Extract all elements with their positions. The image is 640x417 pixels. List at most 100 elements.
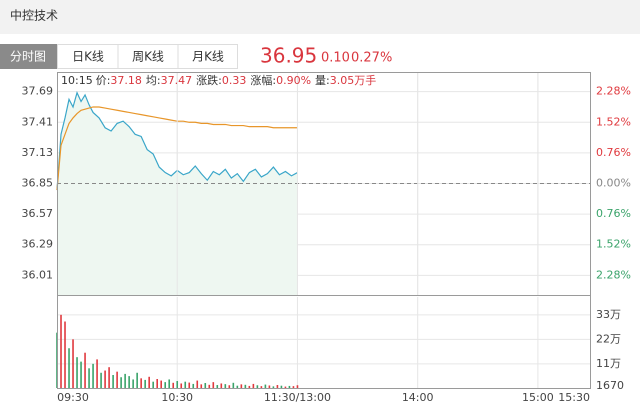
volume-bar bbox=[204, 383, 207, 388]
volume-bar bbox=[148, 376, 150, 388]
volume-bar bbox=[292, 386, 295, 388]
tab-active-bg bbox=[0, 44, 57, 69]
tab[interactable]: 日K线 bbox=[72, 50, 104, 64]
volume-bar bbox=[256, 385, 259, 388]
y2-tick-label: 1.52% bbox=[596, 115, 631, 128]
average-line bbox=[56, 106, 298, 191]
volume-bar bbox=[96, 359, 98, 388]
info-value: 3.05万手 bbox=[330, 73, 377, 87]
info-value: 0.33 bbox=[222, 74, 247, 87]
volume-bar bbox=[176, 381, 179, 388]
volume-bar bbox=[60, 314, 62, 388]
volume-bar bbox=[216, 385, 219, 388]
volume-bar bbox=[188, 382, 191, 388]
x-tick-label: 10:30 bbox=[161, 391, 193, 404]
x-tick-label: 14:00 bbox=[402, 391, 434, 404]
y2-tick-label: 2.28% bbox=[596, 268, 631, 281]
volume-bar bbox=[184, 381, 187, 388]
volume-bar bbox=[156, 379, 158, 388]
y2-tick-label: 0.76% bbox=[596, 146, 631, 159]
price-change: 0.10 bbox=[321, 51, 350, 66]
volume-bar bbox=[72, 339, 74, 388]
y2-tick-label: 2.28% bbox=[596, 85, 631, 98]
y-tick-label: 36.29 bbox=[22, 238, 54, 251]
volume-bar bbox=[272, 386, 275, 388]
volume-bar bbox=[236, 385, 239, 388]
tab-group bbox=[57, 44, 238, 69]
info-time: 10:15 bbox=[61, 74, 93, 87]
volume-bar bbox=[284, 386, 287, 388]
volume-bar bbox=[168, 379, 171, 388]
volume-bar bbox=[244, 384, 247, 388]
info-label: 价: bbox=[96, 74, 111, 87]
volume-bar bbox=[276, 385, 279, 388]
y-tick-label: 36.01 bbox=[22, 268, 54, 281]
y-tick-label: 1670 bbox=[596, 379, 624, 392]
y-tick-label: 37.69 bbox=[22, 85, 54, 98]
info-value: 0.90% bbox=[276, 74, 311, 87]
y-tick-label: 36.85 bbox=[22, 177, 54, 190]
volume-bar bbox=[208, 384, 211, 388]
info-label: 涨跌: bbox=[196, 73, 222, 87]
stock-name-tab[interactable]: 中控技术 bbox=[10, 8, 58, 23]
volume-bar bbox=[228, 385, 231, 388]
volume-bar bbox=[124, 373, 126, 388]
header-bar bbox=[0, 0, 640, 34]
info-value: 37.18 bbox=[110, 74, 142, 87]
volume-bar bbox=[260, 386, 263, 388]
volume-bar bbox=[196, 380, 199, 388]
volume-bar bbox=[80, 361, 82, 388]
volume-bar bbox=[144, 379, 146, 388]
y-tick-label: 11万 bbox=[596, 357, 621, 370]
volume-bar bbox=[152, 381, 154, 388]
y-tick-label: 36.57 bbox=[22, 207, 54, 220]
volume-bar bbox=[240, 384, 243, 388]
x-tick-label: 15:00 bbox=[522, 391, 554, 404]
info-value: 37.47 bbox=[161, 74, 193, 87]
chart-frame bbox=[57, 72, 591, 389]
volume-bar bbox=[88, 368, 90, 388]
y2-tick-label: 1.52% bbox=[596, 238, 631, 251]
y-tick-label: 22万 bbox=[596, 332, 621, 345]
volume-bar bbox=[108, 367, 110, 388]
volume-bar bbox=[224, 384, 227, 388]
volume-bar bbox=[136, 372, 138, 388]
info-label: 均: bbox=[146, 74, 161, 87]
volume-bar bbox=[180, 383, 183, 388]
volume-bar bbox=[104, 370, 106, 388]
volume-bar bbox=[68, 348, 70, 388]
volume-bar bbox=[132, 379, 134, 388]
x-tick-label: 09:30 bbox=[57, 391, 89, 404]
volume-bar bbox=[112, 375, 114, 388]
info-label: 涨幅: bbox=[250, 74, 276, 87]
volume-bar bbox=[128, 376, 130, 388]
volume-bar bbox=[288, 385, 291, 388]
volume-bar bbox=[280, 385, 283, 388]
tab[interactable]: 分时图 bbox=[10, 50, 46, 64]
volume-bar bbox=[296, 385, 299, 388]
volume-bar bbox=[252, 383, 255, 388]
volume-bar bbox=[192, 383, 195, 388]
tab[interactable]: 周K线 bbox=[132, 50, 164, 64]
volume-bar bbox=[84, 352, 86, 388]
volume-bar bbox=[220, 383, 223, 388]
y-tick-label: 37.41 bbox=[22, 115, 54, 128]
volume-bar bbox=[200, 384, 203, 388]
y2-tick-label: 0.00% bbox=[596, 177, 631, 190]
x-tick-label: 15:30 bbox=[558, 391, 590, 404]
tab[interactable]: 月K线 bbox=[192, 50, 224, 64]
info-label: 量: bbox=[315, 74, 330, 87]
volume-bar bbox=[212, 382, 215, 388]
price-change-percent: 0.27% bbox=[351, 51, 392, 66]
volume-bar bbox=[64, 321, 66, 388]
volume-bar bbox=[232, 382, 235, 388]
y-tick-label: 33万 bbox=[596, 308, 621, 321]
chart-area: 37.69 37.41 37.13 36.85 36.57 36.29 36.01 2.28%… bbox=[22, 72, 631, 404]
x-tick-label: 11:30/13:00 bbox=[264, 391, 331, 404]
volume-bar bbox=[164, 382, 167, 388]
volume-bar bbox=[120, 377, 122, 388]
volume-bar bbox=[140, 378, 142, 388]
volume-bar bbox=[268, 385, 271, 388]
